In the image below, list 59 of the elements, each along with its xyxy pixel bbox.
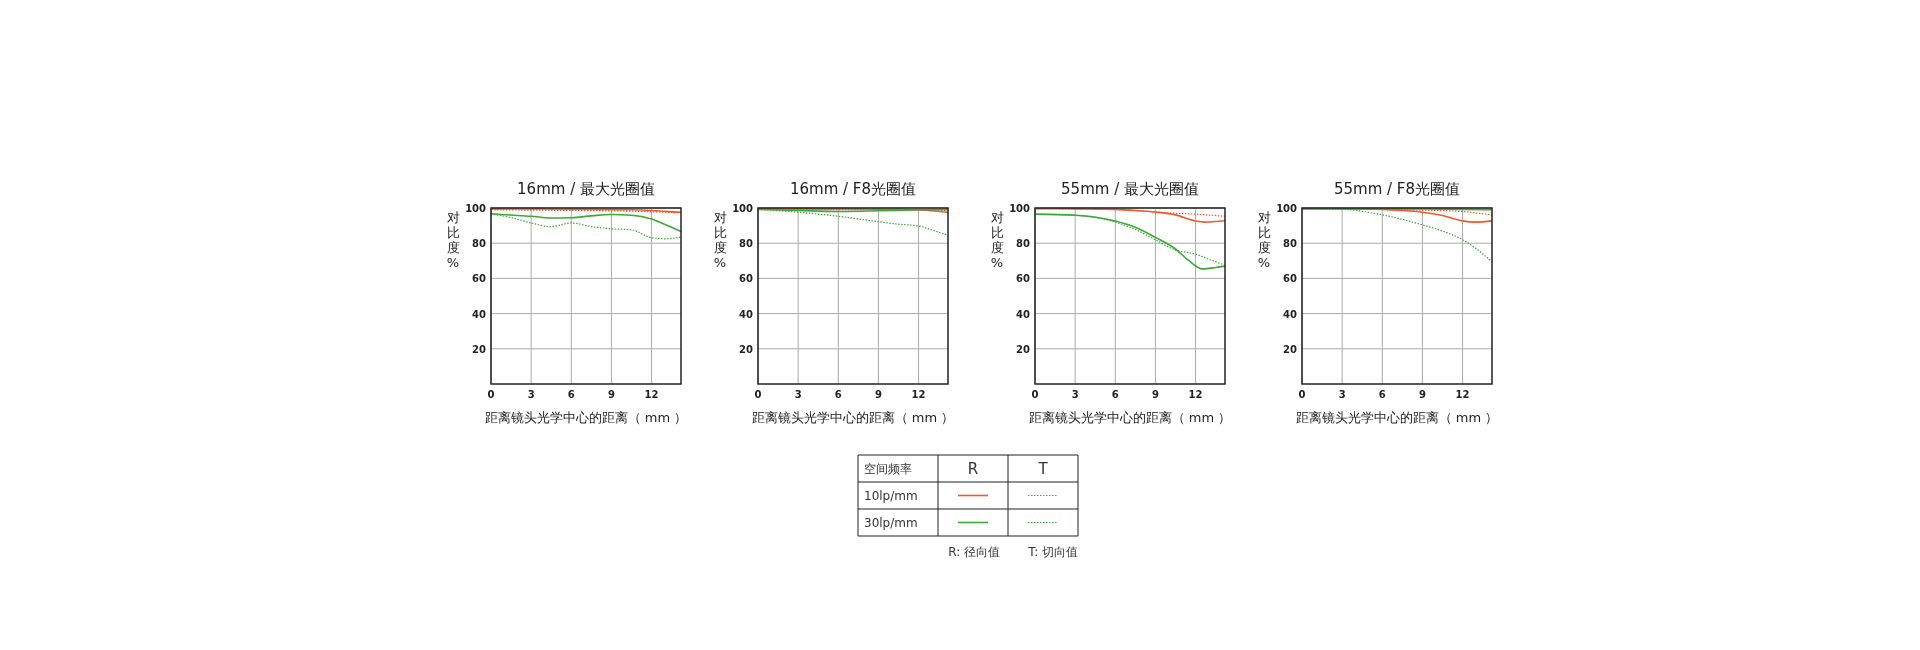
y-tick-label: 60: [1016, 273, 1031, 285]
y-axis-title: 对比度%: [990, 210, 1004, 270]
y-tick-label: 80: [472, 238, 487, 250]
y-tick-label: 80: [1016, 238, 1031, 250]
x-tick-label: 9: [1418, 389, 1426, 400]
y-tick-label: 100: [465, 203, 487, 214]
x-tick-label: 9: [874, 389, 882, 400]
y-axis-title: 对比度%: [446, 210, 460, 270]
y-tick-label: 40: [1016, 308, 1031, 320]
y-tick-label: 20: [472, 343, 487, 355]
text: 空间频率: [864, 462, 912, 476]
y-tick-label: 40: [739, 308, 754, 320]
chart-title: 55mm / 最大光圈值: [1061, 180, 1199, 198]
x-tick-label: 12: [911, 389, 926, 400]
x-tick-label: 6: [1111, 389, 1119, 400]
x-axis-title: 距离镜头光学中心的距离（ mm ）: [1028, 410, 1232, 425]
y-axis-title: 对比度%: [713, 210, 727, 270]
chart-title: 16mm / 最大光圈值: [517, 180, 655, 198]
text: R: [967, 460, 979, 478]
x-tick-label: 12: [1188, 389, 1203, 400]
text: T: 切向值: [1027, 545, 1078, 559]
y-tick-label: 80: [739, 238, 754, 250]
x-tick-label: 3: [1071, 389, 1079, 400]
x-tick-label: 0: [1298, 389, 1306, 400]
y-tick-label: 20: [739, 343, 754, 355]
x-axis-title: 距离镜头光学中心的距离（ mm ）: [751, 410, 955, 425]
chart-title: 16mm / F8光圈值: [789, 180, 917, 198]
x-tick-label: 0: [1031, 389, 1039, 400]
y-tick-label: 20: [1016, 343, 1031, 355]
x-tick-label: 3: [1338, 389, 1346, 400]
x-tick-label: 12: [644, 389, 659, 400]
y-tick-label: 40: [472, 308, 487, 320]
y-tick-label: 60: [1283, 273, 1298, 285]
x-tick-label: 6: [1378, 389, 1386, 400]
y-tick-label: 40: [1283, 308, 1298, 320]
text: R: 径向值: [948, 545, 1000, 559]
x-tick-label: 12: [1455, 389, 1470, 400]
x-tick-label: 6: [567, 389, 575, 400]
y-tick-label: 100: [732, 203, 754, 214]
chart-title: 55mm / F8光圈值: [1333, 180, 1461, 198]
y-tick-label: 20: [1283, 343, 1298, 355]
x-tick-label: 6: [834, 389, 842, 400]
x-axis-title: 距离镜头光学中心的距离（ mm ）: [1295, 410, 1499, 425]
y-tick-label: 60: [472, 273, 487, 285]
text: 10lp/mm: [864, 489, 918, 503]
y-tick-label: 100: [1009, 203, 1031, 214]
x-tick-label: 9: [607, 389, 615, 400]
x-tick-label: 0: [487, 389, 495, 400]
x-axis-title: 距离镜头光学中心的距离（ mm ）: [484, 410, 688, 425]
x-tick-label: 9: [1151, 389, 1159, 400]
x-tick-label: 3: [527, 389, 535, 400]
y-tick-label: 80: [1283, 238, 1298, 250]
x-tick-label: 0: [754, 389, 762, 400]
text: T: [1037, 460, 1049, 478]
x-tick-label: 3: [794, 389, 802, 400]
text: 30lp/mm: [864, 516, 918, 530]
y-axis-title: 对比度%: [1257, 210, 1271, 270]
y-tick-label: 60: [739, 273, 754, 285]
y-tick-label: 100: [1276, 203, 1298, 214]
